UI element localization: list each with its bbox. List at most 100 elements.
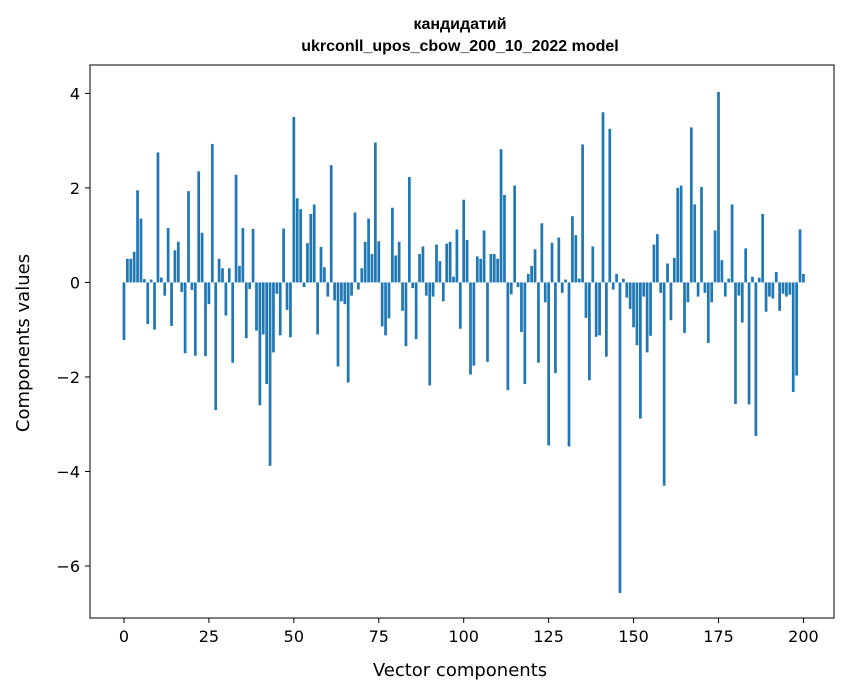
bar (401, 282, 404, 311)
bar (163, 282, 167, 296)
bar (662, 282, 666, 486)
bar (166, 228, 170, 283)
bar (503, 194, 506, 283)
bar (727, 278, 731, 283)
bar (153, 282, 156, 330)
x-tick-label: 200 (788, 627, 819, 646)
bar (526, 273, 530, 283)
bar (499, 149, 503, 283)
bar (659, 282, 663, 293)
bar (411, 282, 415, 289)
bar (258, 282, 262, 406)
bar (143, 279, 146, 283)
x-axis-label: Vector components (373, 660, 547, 681)
y-tick-label: 2 (70, 179, 80, 198)
bar (635, 282, 639, 346)
bar (594, 282, 598, 337)
bar (608, 128, 612, 283)
bar (441, 282, 445, 302)
bar (543, 282, 547, 303)
bar (540, 223, 544, 283)
bar (458, 282, 462, 329)
bar (448, 241, 452, 283)
bar (737, 282, 741, 296)
bar (431, 282, 435, 297)
bar (754, 282, 758, 437)
bar (686, 282, 690, 303)
bar (618, 282, 622, 593)
bar (513, 185, 517, 283)
bar (795, 282, 798, 376)
bar (625, 282, 629, 298)
bar (299, 209, 302, 283)
bar (564, 279, 567, 283)
bar (360, 268, 364, 283)
bar (486, 282, 489, 362)
bar (289, 282, 292, 338)
bar (744, 248, 748, 283)
bar (740, 282, 744, 323)
x-tick-label: 25 (199, 627, 219, 646)
bar (292, 116, 296, 283)
bar (533, 249, 537, 283)
bar (326, 282, 330, 297)
bar (255, 282, 258, 331)
bar (387, 282, 391, 319)
bar (295, 198, 299, 283)
bar (489, 254, 493, 283)
bar (149, 279, 153, 283)
bar (462, 199, 466, 283)
bar (788, 282, 792, 295)
bar (669, 282, 673, 321)
bar (190, 282, 194, 290)
bar (584, 282, 588, 318)
bar (374, 142, 377, 283)
bar (241, 228, 245, 283)
bar (785, 282, 788, 297)
bar (193, 282, 197, 356)
bar (465, 239, 469, 283)
bar (418, 254, 421, 283)
bar (652, 244, 656, 283)
bar (316, 282, 319, 335)
y-axis-label: Components values (13, 254, 34, 432)
bar (611, 282, 615, 290)
bar (428, 282, 432, 386)
bar (706, 282, 710, 343)
bar (791, 282, 795, 393)
bar (506, 282, 510, 391)
bar (214, 282, 218, 411)
bar (452, 276, 455, 283)
bar (469, 282, 472, 375)
bar (720, 260, 724, 283)
bar (622, 278, 625, 283)
bar (217, 258, 221, 283)
bar (391, 207, 394, 283)
bar (272, 282, 275, 353)
bar (421, 246, 425, 283)
bar (703, 282, 707, 293)
bar (696, 282, 700, 297)
bar (598, 282, 601, 336)
bar (639, 282, 642, 419)
y-tick-label: −2 (56, 368, 80, 387)
plot-frame (89, 64, 835, 619)
bar (571, 216, 574, 283)
bar (394, 255, 398, 283)
bar (407, 177, 411, 283)
bar-series (122, 91, 805, 593)
bar (601, 112, 605, 283)
bar (605, 282, 608, 357)
bar (693, 204, 697, 283)
x-tick-label: 50 (284, 627, 304, 646)
bar (333, 282, 336, 301)
bar (482, 230, 486, 283)
bar (798, 229, 802, 283)
bar (645, 282, 649, 353)
bar (771, 282, 775, 299)
bar (710, 282, 714, 303)
bar (207, 282, 211, 305)
bar (632, 282, 635, 328)
bar (516, 282, 520, 288)
bar (591, 246, 595, 283)
